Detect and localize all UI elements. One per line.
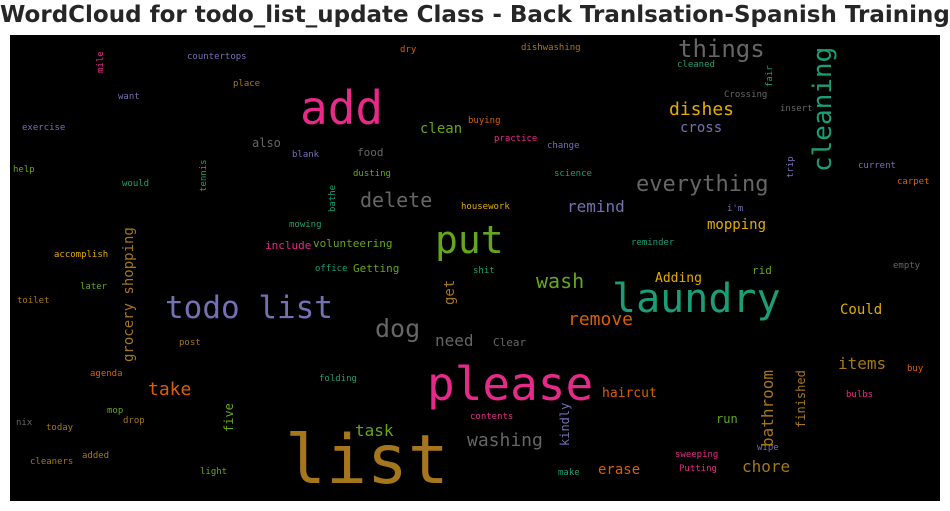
- cloud-word: washing: [467, 430, 543, 451]
- cloud-word: cleaning: [808, 46, 838, 172]
- cloud-word: Clear: [493, 336, 527, 349]
- cloud-word: dusting: [353, 169, 391, 179]
- cloud-word: rid: [752, 264, 772, 277]
- cloud-word: carpet: [897, 177, 930, 187]
- cloud-word: folding: [319, 374, 357, 384]
- cloud-word: remove: [568, 309, 634, 330]
- cloud-word: fair: [765, 65, 775, 87]
- cloud-word: current: [858, 161, 896, 171]
- cloud-word: make: [558, 468, 580, 478]
- cloud-word: mop: [107, 406, 124, 416]
- cloud-word: task: [355, 421, 394, 440]
- cloud-word: office: [315, 264, 348, 274]
- cloud-word: erase: [598, 462, 641, 478]
- cloud-word: also: [252, 136, 281, 150]
- cloud-word: sweeping: [675, 450, 719, 460]
- cloud-word: chore: [742, 457, 791, 476]
- cloud-word: remind: [567, 197, 625, 216]
- cloud-word: would: [122, 179, 150, 189]
- cloud-word: dog: [375, 314, 421, 343]
- cloud-word: contents: [470, 412, 514, 422]
- cloud-word: help: [13, 165, 35, 175]
- cloud-word: finished: [794, 370, 808, 428]
- cloud-word: everything: [636, 172, 769, 197]
- cloud-word: empty: [893, 261, 921, 271]
- cloud-word: get: [442, 279, 458, 305]
- cloud-word: Could: [840, 302, 883, 318]
- cloud-word: practice: [494, 134, 538, 144]
- cloud-word: Adding: [655, 271, 702, 286]
- cloud-word: light: [200, 467, 228, 477]
- cloud-word: science: [554, 169, 592, 179]
- cloud-word: insert: [780, 104, 813, 114]
- cloud-word: cross: [680, 120, 723, 136]
- cloud-word: added: [82, 451, 110, 461]
- cloud-word: today: [46, 423, 74, 433]
- cloud-word: want: [118, 92, 140, 102]
- cloud-word: bulbs: [846, 390, 874, 400]
- cloud-word: reminder: [631, 238, 675, 248]
- cloud-word: place: [233, 79, 261, 89]
- cloud-word: todo list: [165, 290, 333, 326]
- cloud-word: agenda: [90, 369, 123, 379]
- cloud-word: dry: [400, 45, 417, 55]
- cloud-word: Crossing: [724, 90, 768, 100]
- cloud-word: buy: [907, 364, 924, 374]
- cloud-word: dishes: [669, 99, 735, 120]
- cloud-word: change: [547, 141, 580, 151]
- cloud-word: bathe: [328, 184, 338, 212]
- cloud-word: trip: [786, 156, 796, 178]
- cloud-word: wipe: [757, 443, 779, 453]
- cloud-word: wash: [536, 269, 585, 293]
- cloud-word: Getting: [353, 262, 400, 275]
- cloud-word: add: [300, 81, 384, 135]
- cloud-word: exercise: [22, 123, 66, 133]
- cloud-word: cleaned: [677, 60, 715, 70]
- cloud-word: include: [265, 239, 312, 252]
- cloud-word: drop: [123, 416, 145, 426]
- cloud-word: need: [435, 331, 474, 350]
- cloud-word: take: [148, 379, 192, 400]
- cloud-word: list: [285, 421, 449, 500]
- cloud-word: tennis: [199, 159, 209, 192]
- word-cloud-canvas: list please add laundry put todo list cleaning…: [10, 35, 940, 501]
- cloud-word: bathroom: [758, 369, 777, 447]
- cloud-word: grocery shopping: [121, 227, 137, 362]
- cloud-word: blank: [292, 150, 320, 160]
- cloud-word: haircut: [602, 386, 657, 401]
- cloud-word: later: [80, 282, 108, 292]
- cloud-word: accomplish: [54, 250, 109, 260]
- cloud-word: i'm: [727, 204, 744, 214]
- cloud-word: please: [427, 357, 594, 411]
- chart-title: WordCloud for todo_list_update Class - B…: [0, 2, 950, 28]
- cloud-word: Putting: [679, 464, 717, 474]
- cloud-word: put: [435, 218, 504, 262]
- cloud-word: volunteering: [313, 237, 393, 250]
- cloud-word: things: [678, 35, 765, 63]
- cloud-word: shit: [473, 266, 495, 276]
- cloud-word: five: [222, 403, 236, 432]
- cloud-word: food: [357, 146, 384, 159]
- cloud-word: items: [838, 354, 887, 373]
- cloud-word: dishwashing: [521, 43, 581, 53]
- cloud-word: laundry: [612, 276, 781, 322]
- cloud-word: mile: [96, 51, 106, 73]
- cloud-word: mopping: [707, 217, 767, 233]
- cloud-word: buying: [468, 116, 501, 126]
- cloud-word: housework: [461, 202, 510, 212]
- cloud-word: post: [179, 338, 201, 348]
- cloud-word: countertops: [187, 52, 247, 62]
- cloud-word: delete: [360, 188, 433, 212]
- cloud-word: cleaners: [30, 457, 74, 467]
- cloud-word: nix: [16, 418, 33, 428]
- cloud-word: mowing: [289, 220, 322, 230]
- cloud-word: clean: [420, 121, 463, 137]
- cloud-word: run: [716, 412, 738, 426]
- cloud-word: kindly: [558, 402, 572, 446]
- cloud-word: toilet: [17, 296, 50, 306]
